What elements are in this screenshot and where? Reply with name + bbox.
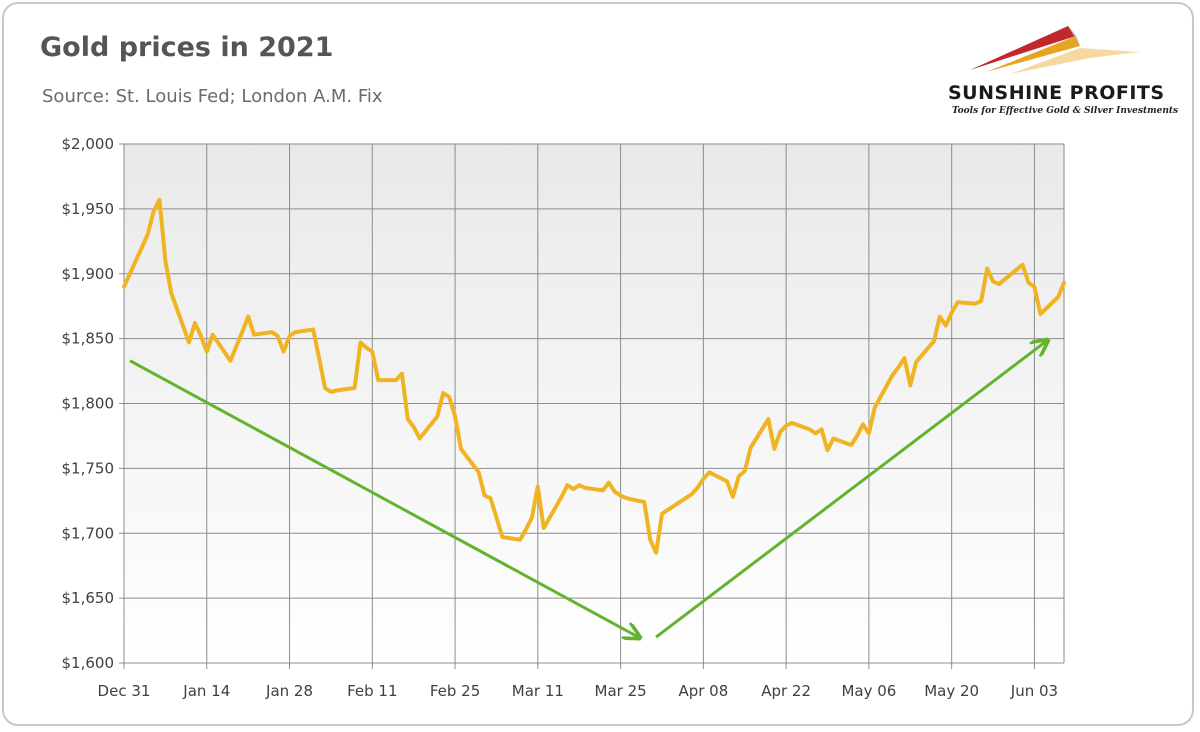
x-tick-label: May 06 [841, 682, 896, 700]
trend-arrows [129, 341, 1046, 639]
y-tick-label: $1,750 [62, 459, 115, 477]
x-tick-label: Dec 31 [98, 682, 151, 700]
y-tick-label: $1,650 [62, 589, 115, 607]
x-tick-label: Apr 08 [678, 682, 728, 700]
logo-swoosh-icon [970, 26, 1140, 74]
trend-arrow [655, 341, 1046, 639]
y-tick-label: $2,000 [62, 135, 115, 153]
x-tick-label: Mar 11 [512, 682, 564, 700]
y-axis: $1,600 $1,650 $1,700 $1,750 $1,800 $1,850 $1,9… [62, 135, 124, 672]
x-tick-label: Mar 25 [595, 682, 647, 700]
chart-subtitle: Source: St. Louis Fed; London A.M. Fix [42, 86, 383, 107]
y-tick-label: $1,950 [62, 200, 115, 218]
price-series [122, 197, 1066, 555]
x-tick-label: Feb 11 [347, 682, 397, 700]
x-tick-label: May 20 [924, 682, 979, 700]
y-tick-label: $1,600 [62, 654, 115, 672]
y-tick-label: $1,800 [62, 395, 115, 413]
logo-tagline: Tools for Effective Gold & Silver Invest… [952, 106, 1179, 116]
y-tick-label: $1,850 [62, 330, 115, 348]
x-tick-label: Apr 22 [761, 682, 811, 700]
y-tick-label: $1,700 [62, 524, 115, 542]
x-tick-label: Jun 03 [1010, 682, 1058, 700]
y-tick-label: $1,900 [62, 265, 115, 283]
x-axis: Dec 31 Jan 14 Jan 28 Feb 11 Feb 25 Mar 11 Mar … [98, 663, 1058, 700]
grid-lines [123, 143, 1065, 664]
gold-price-line [122, 197, 1066, 555]
chart-title: Gold prices in 2021 [40, 32, 334, 63]
x-tick-label: Jan 28 [265, 682, 313, 700]
trend-arrow [129, 359, 638, 637]
sunshine-profits-logo: SUNSHINE PROFITS Tools for Effective Gol… [940, 22, 1180, 122]
x-tick-label: Jan 14 [182, 682, 230, 700]
logo-name: SUNSHINE PROFITS [948, 82, 1165, 104]
x-tick-label: Feb 25 [430, 682, 480, 700]
